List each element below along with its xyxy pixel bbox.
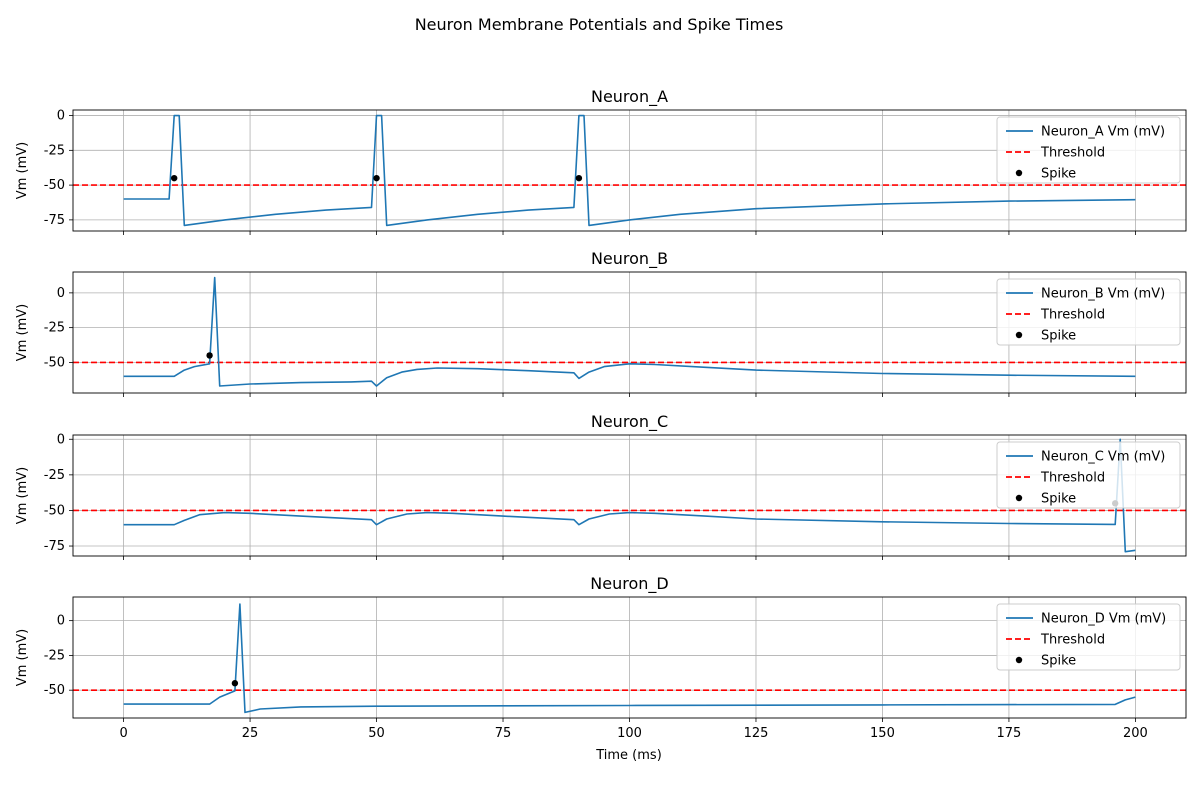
legend-threshold-label: Threshold — [1040, 471, 1105, 486]
y-tick-label: 0 — [57, 432, 65, 447]
x-tick-label: 125 — [744, 726, 769, 741]
y-tick-label: -25 — [44, 321, 65, 336]
y-axis-label: Vm (mV) — [15, 142, 30, 199]
x-tick-label: 75 — [495, 726, 512, 741]
x-axis-label: Time (ms) — [595, 748, 662, 763]
y-axis-label: Vm (mV) — [15, 467, 30, 524]
y-axis-label: Vm (mV) — [15, 304, 30, 361]
y-tick-label: -50 — [44, 683, 65, 698]
legend-spike-label: Spike — [1041, 654, 1076, 669]
y-axis-label: Vm (mV) — [15, 629, 30, 686]
x-tick-label: 0 — [119, 726, 127, 741]
y-tick-label: -25 — [44, 468, 65, 483]
panel-3: Neuron_D 0 -25 -50 0 25 50 75 100 125 150 175 200 Vm … — [15, 574, 1187, 741]
legend: Neuron_B Vm (mV) Threshold Spike — [996, 278, 1181, 346]
legend-trace-label: Neuron_C Vm (mV) — [1041, 450, 1165, 465]
panel-2: Neuron_C 0 -25 -50 -75 Vm (mV) Neuron_C Vm (mV… — [15, 412, 1187, 560]
y-tick-label: 0 — [57, 614, 65, 629]
legend-box — [996, 603, 1181, 671]
panel-title: Neuron_D — [590, 574, 668, 594]
x-tick-label: 50 — [368, 726, 385, 741]
y-tick-label: -75 — [44, 539, 65, 554]
figure-title: Neuron Membrane Potentials and Spike Tim… — [415, 15, 784, 34]
y-tick-label: -25 — [44, 143, 65, 158]
spike-marker — [575, 174, 583, 182]
x-tick-label: 175 — [997, 726, 1022, 741]
legend-spike-label: Spike — [1041, 329, 1076, 344]
panel-title: Neuron_C — [591, 412, 668, 432]
legend-spike-label: Spike — [1041, 492, 1076, 507]
spike-marker — [206, 352, 213, 359]
y-tick-label: -75 — [44, 213, 65, 228]
legend-spike-swatch — [1015, 169, 1023, 177]
legend: Neuron_C Vm (mV) Threshold Spike — [996, 441, 1181, 509]
panel-1: Neuron_B 0 -25 -50 Vm (mV) Neuron_B Vm (mV) Th… — [15, 249, 1187, 397]
x-tick-label: 100 — [617, 726, 642, 741]
vm-trace — [123, 276, 1136, 387]
x-tick-label: 200 — [1123, 726, 1148, 741]
legend-spike-swatch — [1015, 656, 1023, 664]
y-tick-label: -50 — [44, 503, 65, 518]
legend-box — [996, 441, 1181, 509]
vm-trace — [123, 438, 1136, 553]
x-tick-label: 25 — [242, 726, 259, 741]
panel-title: Neuron_B — [591, 249, 668, 269]
y-tick-label: 0 — [57, 286, 65, 301]
legend: Neuron_A Vm (mV) Threshold Spike — [996, 116, 1181, 184]
legend-spike-label: Spike — [1041, 167, 1076, 182]
y-tick-label: -50 — [44, 355, 65, 370]
legend-threshold-label: Threshold — [1040, 633, 1105, 648]
legend-threshold-label: Threshold — [1040, 146, 1105, 161]
y-tick-label: -25 — [44, 648, 65, 663]
legend-spike-swatch — [1015, 331, 1023, 339]
y-tick-label: -50 — [44, 178, 65, 193]
panel-title: Neuron_A — [591, 87, 668, 107]
legend-trace-label: Neuron_D Vm (mV) — [1041, 612, 1166, 627]
spike-marker — [170, 174, 178, 182]
panel-0: Neuron_A 0 -25 -50 -75 Vm (mV) Neuron_A Vm (mV… — [15, 87, 1187, 235]
vm-trace — [123, 603, 1136, 714]
panels: Neuron_A 0 -25 -50 -75 Vm (mV) Neuron_A Vm (mV… — [15, 87, 1187, 741]
legend: Neuron_D Vm (mV) Threshold Spike — [996, 603, 1181, 671]
vm-trace — [123, 114, 1136, 227]
legend-threshold-label: Threshold — [1040, 308, 1105, 323]
legend-trace-label: Neuron_B Vm (mV) — [1041, 287, 1165, 302]
y-tick-label: 0 — [57, 109, 65, 124]
legend-box — [996, 116, 1181, 184]
legend-box — [996, 278, 1181, 346]
legend-trace-label: Neuron_A Vm (mV) — [1041, 125, 1165, 140]
legend-spike-swatch — [1015, 494, 1023, 502]
spike-marker — [231, 680, 239, 687]
spike-marker — [373, 174, 380, 182]
x-tick-label: 150 — [870, 726, 895, 741]
